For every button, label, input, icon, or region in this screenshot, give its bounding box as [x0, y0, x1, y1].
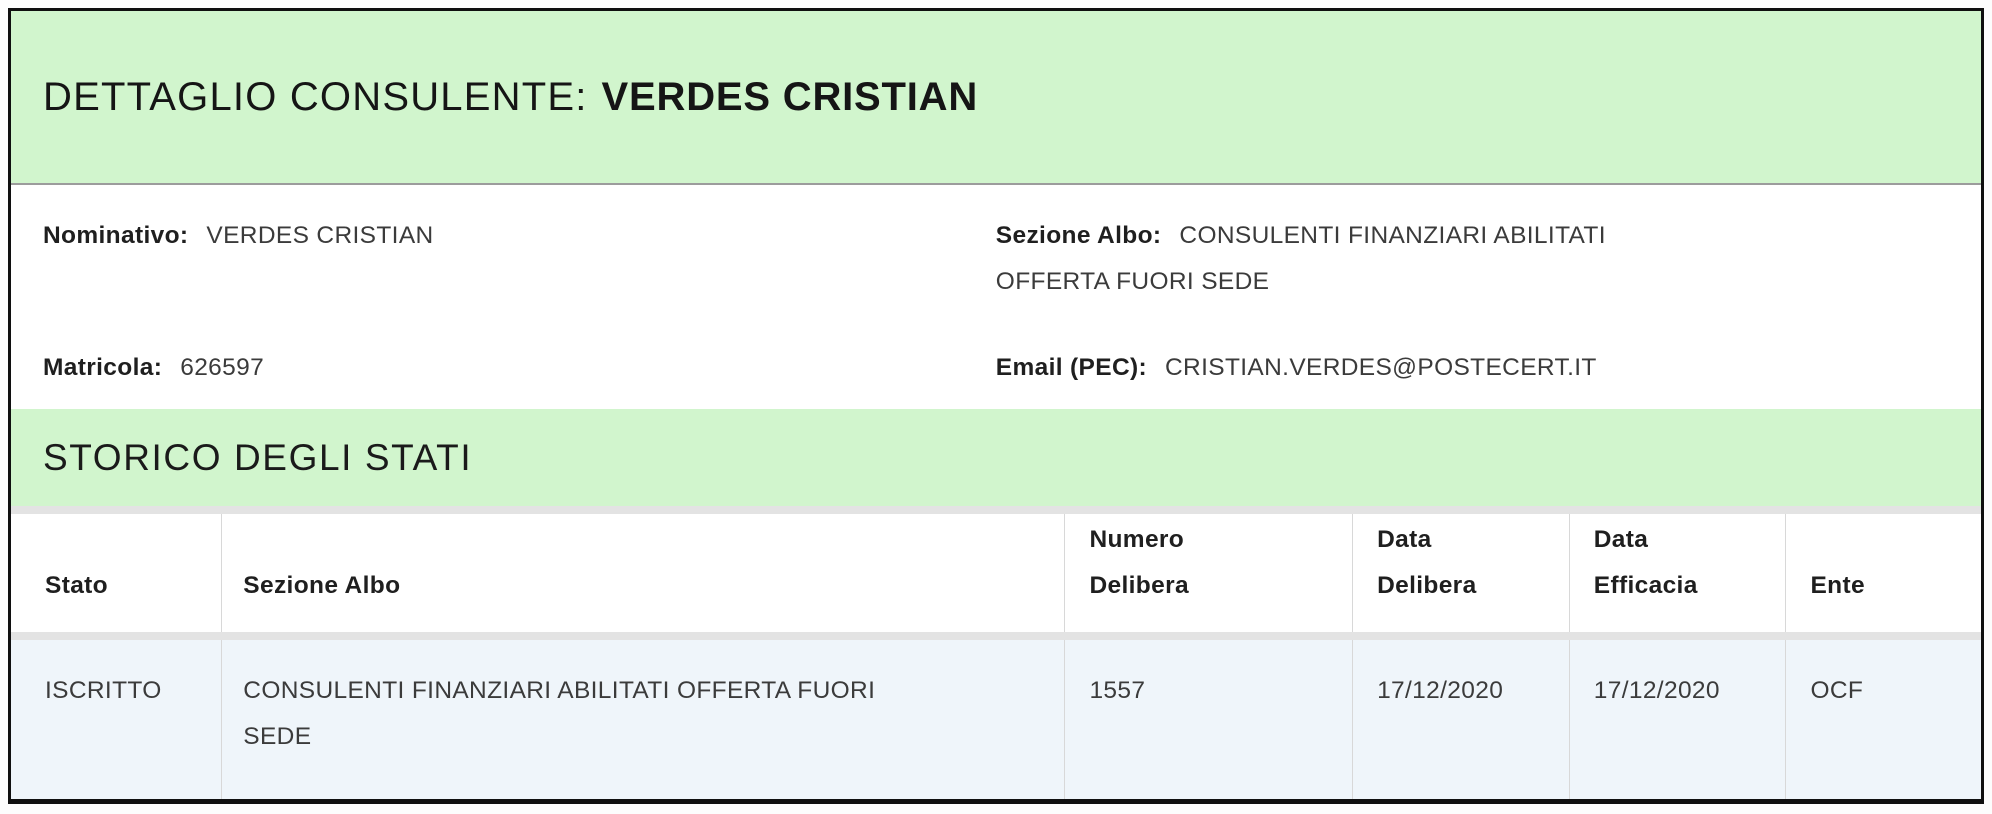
cell-data-delibera: 17/12/2020 [1352, 636, 1570, 799]
column-header-numero-delibera: Numero Delibera [1064, 514, 1353, 640]
field-nominativo-value: VERDES CRISTIAN [206, 222, 434, 249]
table-top-separator [11, 506, 1981, 514]
field-email-pec-value: CRISTIAN.VERDES@POSTECERT.IT [1165, 354, 1597, 381]
storico-section-band: STORICO DEGLI STATI [11, 409, 1981, 506]
column-header-sezione-albo: Sezione Albo [221, 514, 1065, 640]
field-nominativo: Nominativo: VERDES CRISTIAN [43, 213, 996, 345]
field-email-pec: Email (PEC): CRISTIAN.VERDES@POSTECERT.IT [996, 345, 1941, 409]
table-row: ISCRITTO CONSULENTI FINANZIARI ABILITATI… [11, 636, 1981, 799]
column-header-stato: Stato [11, 514, 222, 640]
field-matricola-label: Matricola: [43, 354, 163, 381]
cell-data-efficacia: 17/12/2020 [1568, 636, 1786, 799]
cell-stato: ISCRITTO [11, 636, 222, 799]
cell-data-efficacia-value: 17/12/2020 [1593, 677, 1720, 704]
field-sezione-albo: Sezione Albo: CONSULENTI FINANZIARI ABILI… [996, 213, 1696, 345]
storico-section-title: STORICO DEGLI STATI [43, 436, 473, 478]
column-header-ente: Ente [1785, 514, 1981, 640]
cell-sezione-albo: CONSULENTI FINANZIARI ABILITATI OFFERTA … [221, 636, 1065, 799]
cell-data-delibera-value: 17/12/2020 [1377, 677, 1504, 704]
consultant-details-section: Nominativo: VERDES CRISTIAN Sezione Albo:… [11, 185, 1981, 409]
cell-sezione-albo-value: CONSULENTI FINANZIARI ABILITATI OFFERTA … [243, 677, 876, 751]
page-title: DETTAGLIO CONSULENTE: VERDES CRISTIAN [43, 75, 978, 120]
page-title-consultant-name: VERDES CRISTIAN [601, 74, 979, 119]
table-header-row: Stato Sezione Albo Numero Delibera Data … [11, 514, 1981, 640]
cell-ente: OCF [1785, 636, 1981, 799]
field-matricola-value: 626597 [180, 354, 265, 381]
cell-numero-delibera-value: 1557 [1089, 677, 1146, 704]
column-header-data-efficacia: Data Efficacia [1568, 514, 1786, 640]
page-title-band: DETTAGLIO CONSULENTE: VERDES CRISTIAN [11, 11, 1981, 183]
cell-ente-value: OCF [1810, 677, 1864, 704]
page-title-prefix: DETTAGLIO CONSULENTE: [43, 74, 588, 119]
field-email-pec-label: Email (PEC): [995, 354, 1148, 381]
cell-numero-delibera: 1557 [1064, 636, 1353, 799]
field-sezione-albo-value: CONSULENTI FINANZIARI ABILITATI OFFERTA … [995, 222, 1606, 296]
field-nominativo-label: Nominativo: [43, 222, 189, 249]
field-matricola: Matricola: 626597 [43, 345, 996, 409]
field-sezione-albo-label: Sezione Albo: [995, 222, 1162, 249]
storico-stati-table: Stato Sezione Albo Numero Delibera Data … [11, 514, 1981, 799]
column-header-data-delibera: Data Delibera [1352, 514, 1570, 640]
title-band-divider [11, 183, 1981, 185]
cell-stato-value: ISCRITTO [45, 677, 162, 704]
consultant-detail-page: DETTAGLIO CONSULENTE: VERDES CRISTIAN Nom… [8, 8, 1984, 804]
